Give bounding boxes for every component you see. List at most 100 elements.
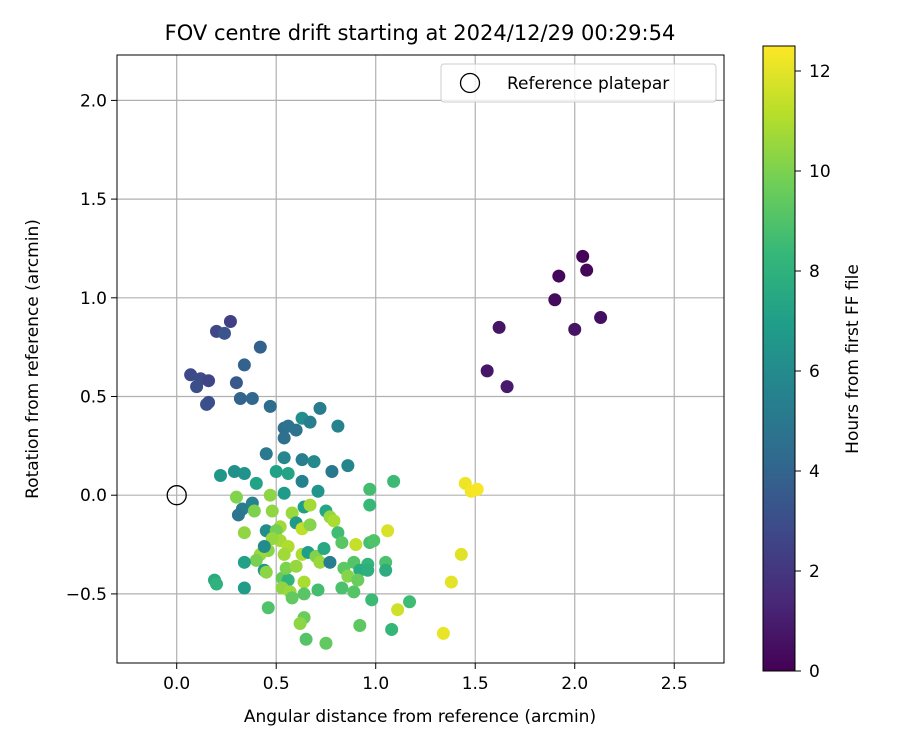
data-point: [190, 380, 204, 394]
data-point: [217, 326, 231, 340]
data-point: [353, 618, 367, 632]
data-point: [265, 504, 279, 518]
data-point: [245, 391, 259, 405]
data-point: [331, 419, 345, 433]
data-point: [233, 391, 247, 405]
data-point: [279, 561, 293, 575]
colorbar-tick-label: 0: [809, 662, 820, 682]
data-point: [237, 466, 251, 480]
data-point: [367, 534, 381, 548]
data-point: [277, 486, 291, 500]
data-point: [285, 506, 299, 520]
data-point: [237, 526, 251, 540]
data-point: [253, 340, 267, 354]
colorbar-label: Hours from first FF file: [843, 264, 863, 454]
data-point: [295, 474, 309, 488]
colorbar-tick-label: 6: [809, 362, 820, 382]
data-point: [263, 488, 277, 502]
x-tick-label: 2.0: [561, 674, 588, 694]
data-point: [202, 395, 216, 409]
y-tick-label: −0.5: [66, 585, 107, 605]
data-point: [259, 565, 273, 579]
x-axis-label: Angular distance from reference (arcmin): [244, 707, 596, 727]
data-point: [311, 484, 325, 498]
data-point: [385, 622, 399, 636]
data-point: [363, 482, 377, 496]
x-axis-ticks: 0.0 0.5 1.0 1.5 2.0 2.5: [163, 663, 688, 694]
data-point: [231, 508, 245, 522]
data-point: [341, 459, 355, 473]
reference-platepar-marker: [166, 485, 187, 506]
y-tick-label: 0.5: [80, 388, 107, 408]
data-point: [548, 293, 562, 307]
colorbar-gradient: [762, 45, 796, 672]
data-point: [227, 465, 241, 479]
data-points: [184, 249, 608, 650]
data-point: [303, 415, 317, 429]
data-point: [229, 490, 243, 504]
data-point: [317, 542, 331, 556]
data-point: [281, 466, 295, 480]
colorbar-tick-label: 12: [809, 62, 831, 82]
data-point: [480, 364, 494, 378]
data-point: [319, 636, 333, 650]
data-point: [277, 451, 291, 465]
data-point: [387, 474, 401, 488]
data-point: [297, 587, 311, 601]
y-tick-label: 2.0: [80, 91, 107, 111]
legend: Reference platepar: [440, 63, 717, 103]
data-point: [313, 555, 327, 569]
data-point: [257, 540, 271, 554]
data-point: [325, 465, 339, 479]
data-point: [594, 311, 608, 325]
colorbar-tick-label: 4: [809, 462, 820, 482]
data-point: [381, 524, 395, 538]
data-point: [349, 538, 363, 552]
y-tick-label: 1.0: [80, 289, 107, 309]
data-point: [303, 518, 317, 532]
data-point: [265, 532, 279, 546]
data-point: [263, 399, 277, 413]
data-point: [365, 593, 379, 607]
data-point: [202, 374, 216, 388]
y-tick-label: 0.0: [80, 486, 107, 506]
data-point: [307, 455, 321, 469]
data-point: [347, 585, 361, 599]
data-point: [444, 575, 458, 589]
x-tick-label: 1.0: [362, 674, 389, 694]
x-tick-label: 1.5: [462, 674, 489, 694]
grid: [117, 55, 724, 663]
legend-box: [440, 63, 717, 103]
data-point: [327, 514, 341, 528]
data-point: [454, 547, 468, 561]
data-point: [297, 575, 311, 589]
data-point: [237, 581, 251, 595]
x-tick-label: 2.5: [661, 674, 688, 694]
data-point: [379, 563, 393, 577]
data-point: [313, 401, 327, 415]
data-point: [293, 617, 307, 631]
chart-title: FOV centre drift starting at 2024/12/29 …: [165, 21, 676, 45]
x-tick-label: 0.0: [163, 674, 190, 694]
data-point: [247, 504, 261, 518]
data-point: [500, 380, 514, 394]
y-axis-ticks: −0.5 0.0 0.5 1.0 1.5 2.0: [66, 91, 117, 605]
data-point: [277, 547, 291, 561]
data-point: [237, 358, 251, 372]
y-axis-label: Rotation from reference (arcmin): [23, 219, 43, 499]
data-point: [295, 453, 309, 467]
data-point: [351, 573, 365, 587]
data-point: [223, 314, 237, 328]
data-point: [403, 595, 417, 609]
data-point: [277, 431, 291, 445]
data-point: [299, 632, 313, 646]
data-point: [249, 476, 263, 490]
data-point: [335, 581, 349, 595]
data-point: [576, 249, 590, 263]
data-point: [335, 536, 349, 550]
data-point: [492, 320, 506, 334]
data-point: [552, 269, 566, 283]
data-point: [259, 447, 273, 461]
